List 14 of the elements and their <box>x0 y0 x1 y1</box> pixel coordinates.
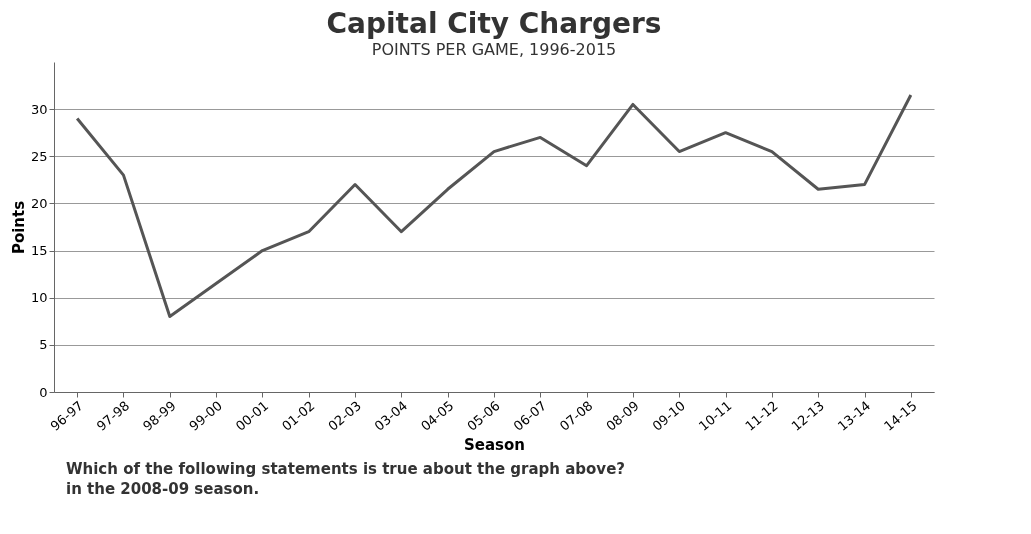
chart-subtitle: POINTS PER GAME, 1996-2015 <box>371 40 617 59</box>
y-tick-label: 30 <box>30 101 48 117</box>
x-axis-title: Season <box>463 435 526 454</box>
text: in the 2008-09 season. <box>66 480 261 498</box>
y-tick-label: 10 <box>30 290 48 306</box>
y-axis-title: Points <box>9 200 28 255</box>
text: Which of the following statements is true about the graph above? <box>66 460 626 478</box>
line-series <box>75 93 913 319</box>
y-tick-label: 0 <box>39 384 48 400</box>
y-tick-label: 5 <box>39 337 48 353</box>
y-tick-label: 25 <box>30 148 48 164</box>
y-tick-label: 15 <box>30 243 48 259</box>
chart-title: Capital City Chargers <box>326 7 662 40</box>
y-tick-label: 20 <box>30 195 48 211</box>
